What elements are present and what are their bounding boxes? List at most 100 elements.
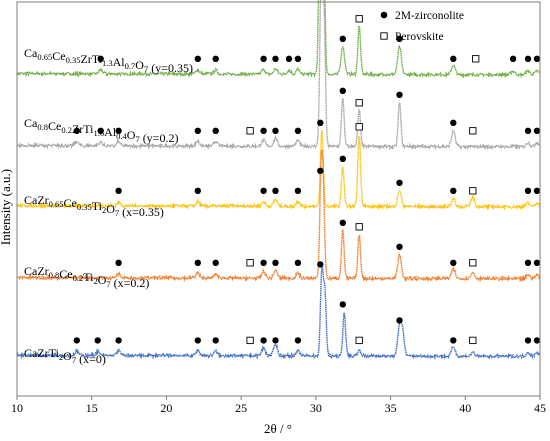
perovskite-marker [472,55,480,63]
perovskite-marker [355,99,363,107]
zirconolite-marker [260,127,267,134]
perovskite-marker [469,259,477,267]
zirconolite-marker [272,55,279,62]
zirconolite-marker [450,187,457,194]
zirconolite-marker [339,219,346,226]
zirconolite-marker [294,259,302,266]
x-tick-label: 40 [459,401,471,415]
legend-label: Perovskite [395,31,444,43]
zirconolite-marker [294,55,302,62]
zirconolite-marker [509,55,517,62]
perovskite-marker [469,336,477,345]
zirconolite-marker [339,87,346,95]
zirconolite-marker [450,259,457,266]
series-label: Ca0.8Ce0.2ZrTi1.6Al0.4O7 (y=0.2) [24,116,178,145]
zirconolite-marker [194,127,201,134]
zirconolite-marker [272,127,279,134]
zirconolite-marker [339,301,346,308]
zirconolite-marker [317,167,324,174]
zirconolite-marker [294,337,302,344]
zirconolite-marker [533,337,541,344]
series-pattern [16,130,541,211]
zirconolite-marker [285,55,293,62]
legend-perovskite-marker [380,32,388,40]
x-tick-label: 20 [160,401,172,415]
series-label: CaZr0.8Ce0.2Ti2O7 (x=0.2) [24,264,149,290]
zirconolite-marker [272,187,279,194]
zirconolite-marker [533,259,541,266]
zirconolite-marker [115,127,122,134]
legend-zirconolite-marker [380,11,388,19]
legend-label: 2M-zirconolite [395,10,464,22]
zirconolite-marker [533,55,541,62]
series-label: Ca0.65Ce0.35ZrTi1.3Al0.7O7 (y=0.35) [24,46,193,75]
phase-marker-layer [73,15,541,345]
zirconolite-marker [396,317,403,324]
zirconolite-marker [524,337,532,344]
x-tick-label: 25 [235,401,247,415]
series-layer [16,0,541,361]
zirconolite-marker [450,119,457,127]
perovskite-marker [355,15,363,23]
perovskite-marker [246,127,254,135]
zirconolite-marker [339,155,346,162]
y-axis-title: Intensity (a.u.) [0,169,13,245]
zirconolite-marker [317,261,324,268]
zirconolite-marker [294,187,302,194]
zirconolite-marker [396,243,403,250]
zirconolite-marker [524,259,532,266]
x-tick-label: 10 [11,401,23,415]
x-tick-label: 35 [385,401,397,415]
perovskite-marker [469,127,477,135]
series-pattern [16,264,541,361]
zirconolite-marker [260,55,267,62]
zirconolite-marker [533,127,541,134]
x-tick-label: 30 [310,401,322,415]
zirconolite-marker [524,55,532,62]
zirconolite-marker [194,55,201,62]
zirconolite-marker [294,127,302,134]
perovskite-marker [246,259,254,267]
zirconolite-marker [97,55,104,62]
series-pattern [16,0,541,79]
zirconolite-marker [450,55,457,62]
series-label: CaZrTi2O7 (x=0) [24,346,106,366]
legend: 2M-zirconolite Perovskite [380,10,464,43]
zirconolite-marker [260,187,267,194]
series-pattern [16,149,541,283]
zirconolite-marker [212,259,219,266]
series-label: CaZr0.65Ce0.35Ti2O7 (x=0.35) [24,193,164,219]
x-axis-ticks: 10 15 20 25 30 35 40 45 [11,396,546,415]
zirconolite-marker [339,35,346,42]
series-line [16,0,541,151]
series-line [16,130,541,211]
series-line [16,0,541,79]
perovskite-marker [469,187,477,195]
plot-frame [16,1,541,397]
zirconolite-marker [212,55,219,62]
series-line [16,264,541,361]
x-tick-label: 45 [534,401,546,415]
zirconolite-marker [524,187,532,194]
series-pattern [16,0,541,151]
zirconolite-marker [533,187,541,194]
series-label-layer: Ca0.65Ce0.35ZrTi1.3Al0.7O7 (y=0.35) Ca0.8… [24,46,193,366]
zirconolite-marker [73,337,81,344]
perovskite-marker [355,123,363,131]
perovskite-marker [355,223,363,231]
zirconolite-marker [194,187,201,194]
zirconolite-marker [194,259,201,266]
x-axis-title: 2θ / ° [264,421,292,436]
perovskite-marker [355,336,363,345]
zirconolite-marker [260,337,267,344]
zirconolite-marker [396,35,403,42]
zirconolite-marker [97,127,104,134]
zirconolite-marker [272,337,279,344]
zirconolite-marker [212,337,219,344]
zirconolite-marker [115,259,122,266]
zirconolite-marker [212,127,219,134]
zirconolite-marker [73,127,81,134]
zirconolite-marker [115,337,122,344]
